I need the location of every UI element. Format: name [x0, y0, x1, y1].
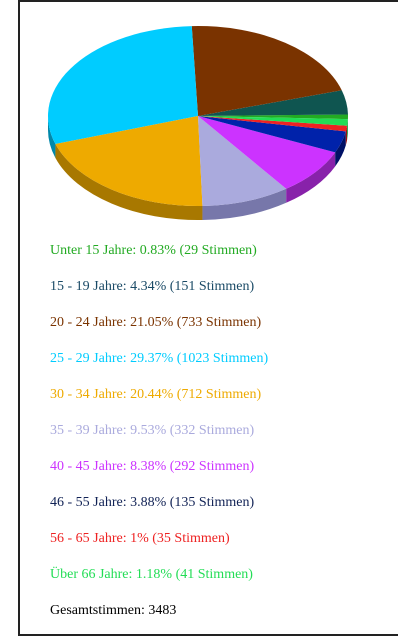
pie-slice-8	[198, 116, 348, 132]
pie-chart	[48, 26, 349, 220]
pie-slice-3	[48, 26, 198, 144]
pie-slice-9	[198, 116, 348, 126]
pie-slice-4	[55, 116, 203, 206]
pie-side-3	[48, 116, 56, 158]
pie-side-7	[335, 131, 346, 167]
total-votes: Gesamtstimmen: 3483	[50, 603, 177, 618]
pie-side-5	[202, 188, 287, 220]
legend-item-3: 25 - 29 Jahre: 29.37% (1023 Stimmen)	[50, 351, 269, 366]
pie-side-9	[347, 119, 348, 140]
pie-side-8	[345, 125, 348, 146]
legend-item-2: 20 - 24 Jahre: 21.05% (733 Stimmen)	[50, 315, 262, 330]
chart-frame: Unter 15 Jahre: 0.83% (29 Stimmen) 15 - 1…	[18, 0, 398, 636]
pie-slice-7	[198, 116, 346, 153]
legend-item-4: 30 - 34 Jahre: 20.44% (712 Stimmen)	[50, 387, 262, 402]
legend-item-9: Über 66 Jahre: 1.18% (41 Stimmen)	[50, 567, 253, 582]
legend-item-5: 35 - 39 Jahre: 9.53% (332 Stimmen)	[50, 423, 255, 438]
pie-slice-5	[198, 116, 287, 206]
pie-slice-0	[198, 114, 349, 120]
legend-item-0: Unter 15 Jahre: 0.83% (29 Stimmen)	[50, 243, 257, 258]
legend-item-1: 15 - 19 Jahre: 4.34% (151 Stimmen)	[50, 279, 255, 294]
legend-item-6: 40 - 45 Jahre: 8.38% (292 Stimmen)	[50, 459, 255, 474]
pie-slice-1	[198, 90, 348, 116]
pie-side-6	[286, 152, 336, 203]
pie-slice-6	[198, 116, 336, 189]
legend-item-7: 46 - 55 Jahre: 3.88% (135 Stimmen)	[50, 495, 255, 510]
pie-slice-2	[191, 26, 342, 117]
legend-item-8: 56 - 65 Jahre: 1% (35 Stimmen)	[50, 531, 230, 546]
pie-side-4	[55, 143, 203, 220]
legend: Unter 15 Jahre: 0.83% (29 Stimmen) 15 - 1…	[50, 242, 400, 638]
